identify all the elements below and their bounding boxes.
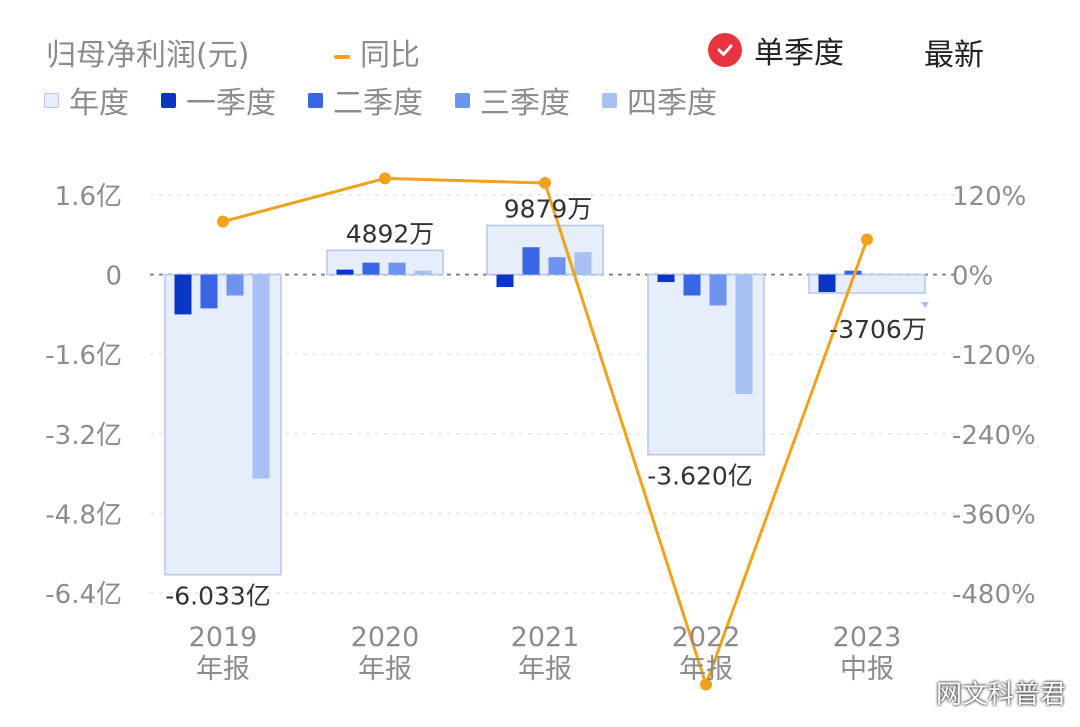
- y-left-tick-label: -3.2亿: [45, 421, 122, 451]
- x-tick-label: 2023: [833, 622, 902, 653]
- yoy-line-icon: [334, 54, 350, 59]
- legend-swatch: [308, 92, 323, 108]
- legend-swatch: [44, 92, 59, 108]
- quarter-bar: [174, 274, 192, 315]
- series-legend: 年度 一季度 二季度 三季度 四季度: [44, 78, 749, 122]
- y-left-tick-label: -4.8亿: [45, 500, 122, 530]
- quarter-bar: [252, 274, 270, 479]
- yoy-point: [861, 233, 873, 246]
- yoy-point: [539, 177, 551, 190]
- quarter-bar: [735, 274, 753, 394]
- annual-bar: [808, 273, 926, 294]
- y-left-tick-label: 0: [105, 262, 122, 292]
- quarter-bar: [388, 262, 406, 275]
- annual-value-label: -6.033亿: [165, 582, 271, 611]
- y-right-tick-label: -360%: [952, 500, 1036, 530]
- quarter-bar: [362, 262, 380, 275]
- watermark: 网文科普君: [935, 680, 1066, 710]
- legend-label: 一季度: [186, 86, 276, 121]
- x-tick-sublabel: 年报: [358, 654, 412, 685]
- yoy-point: [700, 678, 712, 691]
- yoy-point: [379, 172, 391, 185]
- quarterly-toggle[interactable]: 单季度: [708, 28, 844, 72]
- x-tick-label: 2022: [672, 622, 741, 653]
- latest-button[interactable]: 最新: [924, 38, 984, 73]
- quarter-bar: [844, 270, 862, 275]
- y-right-tick-label: 0%: [952, 262, 993, 292]
- legend-swatch: [455, 92, 470, 108]
- y-right-tick-label: -480%: [952, 580, 1036, 610]
- quarter-bar: [200, 274, 218, 309]
- y-right-tick-label: 120%: [952, 182, 1026, 212]
- y-left-tick-label: 1.6亿: [55, 182, 122, 212]
- quarter-bar: [818, 274, 836, 293]
- y-right-tick-label: -240%: [952, 421, 1036, 451]
- x-tick-sublabel: 年报: [196, 654, 250, 685]
- legend-item-q4[interactable]: 四季度: [602, 78, 717, 122]
- legend-swatch: [602, 92, 617, 108]
- x-tick-sublabel: 年报: [518, 654, 572, 685]
- legend-swatch: [161, 92, 176, 108]
- quarterly-toggle-label: 单季度: [754, 36, 844, 71]
- y-left-tick-label: -1.6亿: [45, 341, 122, 371]
- yoy-legend[interactable]: 同比: [334, 30, 420, 74]
- more-indicator-icon: [921, 302, 929, 308]
- quarter-bar: [657, 274, 675, 283]
- annual-value-label: -3.620亿: [647, 462, 753, 491]
- legend-label: 二季度: [333, 86, 423, 121]
- quarter-bar: [414, 270, 432, 275]
- annual-value-label: 9879万: [504, 194, 593, 223]
- x-tick-sublabel: 年报: [679, 654, 733, 685]
- legend-item-annual[interactable]: 年度: [44, 78, 129, 122]
- x-tick-sublabel: 中报: [840, 654, 894, 685]
- quarter-bar: [496, 274, 514, 288]
- x-tick-label: 2019: [189, 622, 258, 653]
- quarter-bar: [709, 274, 727, 306]
- legend-label: 四季度: [627, 86, 717, 121]
- annual-value-label: -3706万: [829, 315, 927, 344]
- check-icon: [708, 33, 742, 67]
- y-left-tick-label: -6.4亿: [45, 580, 122, 610]
- chart-header: 归母净利润(元) 同比 单季度 最新: [40, 28, 1040, 74]
- yoy-point: [217, 215, 229, 228]
- annual-value-label: 4892万: [346, 219, 435, 248]
- legend-item-q3[interactable]: 三季度: [455, 78, 570, 122]
- quarter-bar: [683, 274, 701, 296]
- legend-item-q1[interactable]: 一季度: [161, 78, 276, 122]
- legend-item-q2[interactable]: 二季度: [308, 78, 423, 122]
- quarter-bar: [574, 252, 592, 275]
- quarter-bar: [226, 274, 244, 296]
- legend-label: 三季度: [480, 86, 570, 121]
- x-tick-label: 2020: [351, 622, 420, 653]
- quarter-bar: [336, 269, 354, 275]
- quarter-bar: [522, 247, 540, 275]
- legend-label: 年度: [69, 86, 129, 121]
- y-right-tick-label: -120%: [952, 341, 1036, 371]
- x-tick-label: 2021: [511, 622, 580, 653]
- yoy-legend-label: 同比: [360, 38, 420, 73]
- chart-title: 归母净利润(元): [46, 38, 250, 73]
- quarter-bar: [548, 257, 566, 275]
